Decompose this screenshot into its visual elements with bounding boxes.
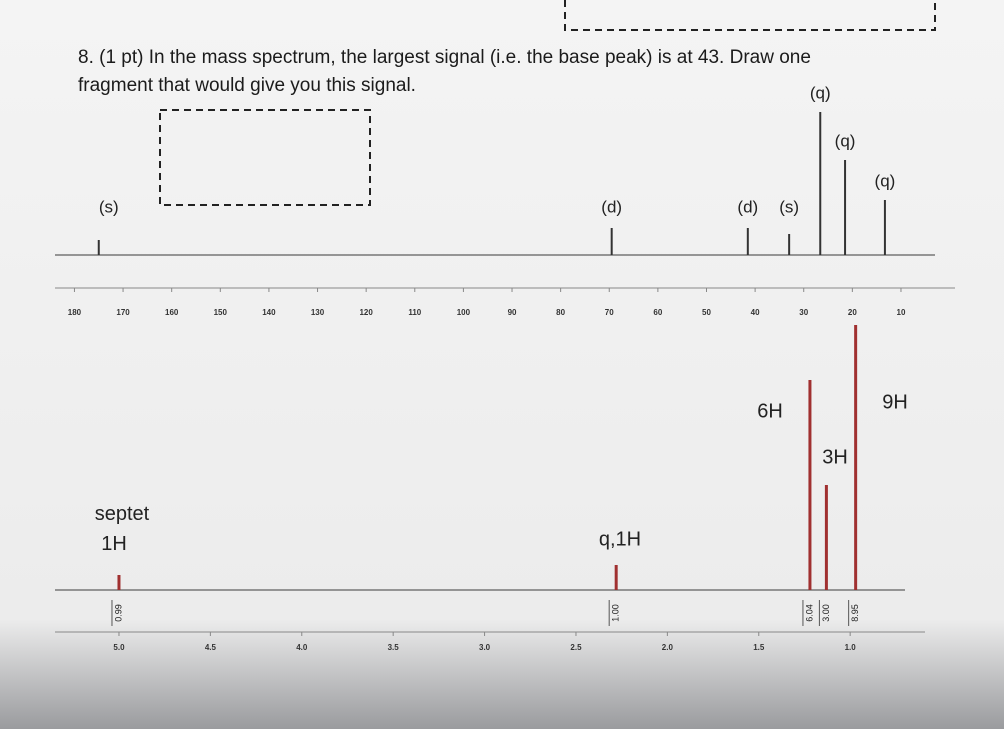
peak-label: (d) — [601, 197, 622, 216]
x-tick-label: 2.5 — [570, 643, 582, 652]
x-tick-label: 140 — [262, 308, 276, 317]
x-tick-label: 30 — [799, 308, 808, 317]
x-tick-label: 180 — [68, 308, 82, 317]
question-line: 8. (1 pt) In the mass spectrum, the larg… — [78, 47, 811, 68]
peak-label: 6H — [757, 400, 783, 422]
x-tick-label: 3.5 — [388, 643, 400, 652]
integral-label: 1.00 — [611, 604, 621, 622]
x-tick-label: 50 — [702, 308, 711, 317]
peak-label: q,1H — [599, 528, 641, 550]
x-tick-label: 2.0 — [662, 643, 674, 652]
x-tick-label: 80 — [556, 308, 565, 317]
x-tick-label: 4.0 — [296, 643, 308, 652]
x-tick-label: 110 — [408, 308, 421, 317]
integral-label: 8.95 — [850, 604, 860, 622]
peak-label: 3H — [822, 446, 848, 468]
peak-label: septet 1H — [95, 503, 150, 555]
answer-box-top — [564, 0, 936, 31]
x-tick-label: 10 — [897, 308, 906, 317]
x-tick-label: 60 — [653, 308, 662, 317]
integral-label: 3.00 — [821, 604, 831, 622]
peak-label: (s) — [779, 197, 799, 216]
x-tick-label: 40 — [751, 308, 760, 317]
x-tick-label: 1.0 — [845, 643, 857, 652]
x-tick-label: 1.5 — [753, 643, 765, 652]
answer-box — [159, 109, 371, 206]
peak-label: (q) — [810, 83, 831, 102]
x-tick-label: 120 — [359, 308, 373, 317]
integral-label: 0.99 — [113, 604, 123, 622]
x-tick-label: 90 — [508, 308, 517, 317]
x-tick-label: 5.0 — [113, 643, 125, 652]
x-tick-label: 150 — [214, 308, 228, 317]
x-tick-label: 70 — [605, 308, 614, 317]
x-tick-label: 100 — [457, 308, 471, 317]
integral-label: 6.04 — [804, 604, 814, 622]
peak-label: (d) — [737, 197, 758, 216]
question-line: fragment that would give you this signal… — [78, 75, 416, 96]
peak-label: (s) — [99, 197, 119, 216]
x-tick-label: 4.5 — [205, 643, 217, 652]
peak-label: 9H — [882, 391, 908, 413]
x-tick-label: 160 — [165, 308, 179, 317]
peak-label: (q) — [835, 131, 856, 150]
x-tick-label: 170 — [116, 308, 130, 317]
x-tick-label: 20 — [848, 308, 857, 317]
peak-label: (q) — [875, 171, 896, 190]
x-tick-label: 3.0 — [479, 643, 491, 652]
x-tick-label: 130 — [311, 308, 325, 317]
